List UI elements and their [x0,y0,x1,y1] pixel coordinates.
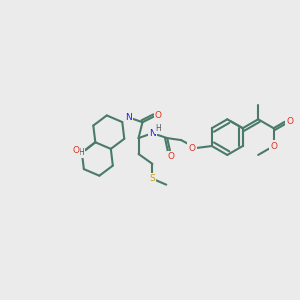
Text: N: N [125,113,132,122]
Text: H: H [79,148,84,157]
Text: O: O [286,117,293,126]
Text: H: H [155,124,161,133]
Text: N: N [149,129,156,138]
Text: S: S [149,174,155,183]
Text: O: O [155,111,162,120]
Text: O: O [72,146,79,155]
Text: O: O [270,142,277,151]
Text: O: O [168,152,175,161]
Text: O: O [188,143,196,152]
